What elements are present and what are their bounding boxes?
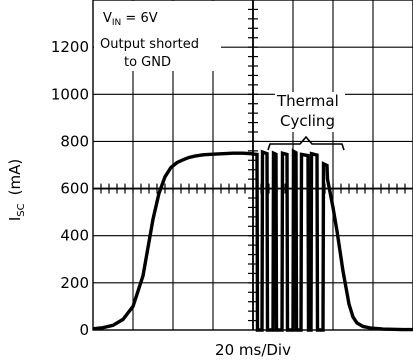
y-tick-labels: 0 200 400 600 800 1000 1200 <box>51 38 89 339</box>
y-tick-label: 600 <box>60 180 89 198</box>
vin-label: V <box>103 11 112 26</box>
thermal-label-bg <box>275 92 345 132</box>
svg-text:ISC(mA): ISC (mA) <box>6 159 27 221</box>
series-line-isc <box>92 148 413 332</box>
vin-subscript: IN <box>112 18 121 28</box>
x-label-bg <box>200 339 300 359</box>
annotation-vin: VIN = 6V <box>103 11 158 28</box>
thermal-bracket <box>267 135 345 151</box>
annotation-thermal-line2: Cycling <box>280 112 335 130</box>
y-tick-label: 200 <box>60 274 89 292</box>
y-axis-label-sub: SC <box>16 203 27 216</box>
y-tick-label: 400 <box>60 227 89 245</box>
y-axis-label-main: I <box>6 217 24 221</box>
y-tick-label: 0 <box>79 321 89 339</box>
annotation-output-line1: Output shorted <box>100 37 199 52</box>
annotation-output-line2: to GND <box>124 55 171 70</box>
annotation-box <box>94 1 221 71</box>
y-tick-label: 1200 <box>51 38 89 56</box>
y-tick-label: 800 <box>60 132 89 150</box>
vin-value: = 6V <box>121 11 157 26</box>
y-axis-label: ISC (mA) <box>6 159 27 221</box>
x-axis-label: 20 ms/Div <box>215 341 291 359</box>
y-axis-label-unit: (mA) <box>6 159 24 196</box>
annotation-thermal-line1: Thermal <box>276 92 339 110</box>
y-tick-label: 1000 <box>51 85 89 103</box>
